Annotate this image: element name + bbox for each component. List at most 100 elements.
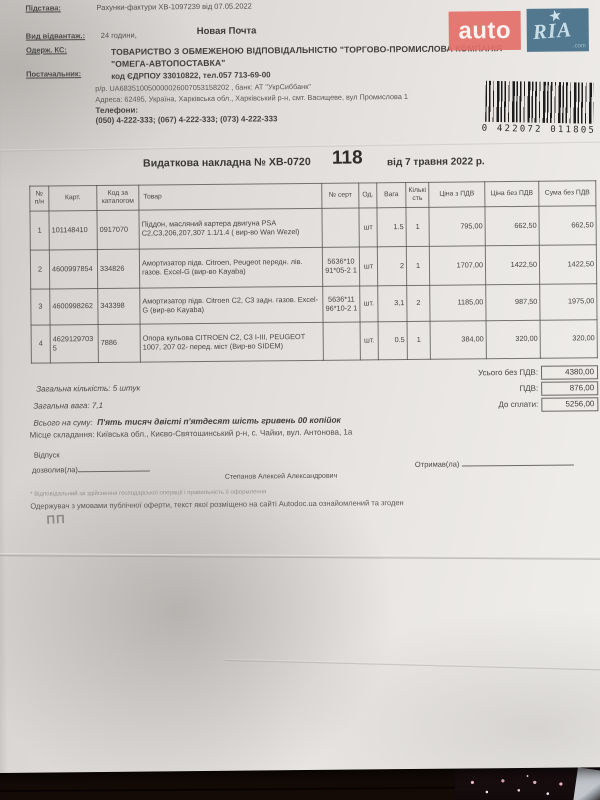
- cell-kart: 101148410: [48, 210, 98, 250]
- vat-value: 876,00: [541, 381, 599, 396]
- cell-product: Амортизатор підв. Citroen C2, C3 задн. г…: [139, 286, 324, 325]
- cell-index: 1: [29, 210, 50, 251]
- address-line: Адреса: 62495, Україна, Харківська обл.,…: [95, 92, 409, 105]
- cell-weight: 0.5: [378, 321, 408, 360]
- cell-weight: 2: [377, 246, 407, 286]
- phones-line: (050) 4-222-333; (067) 4-222-333; (073) …: [95, 114, 278, 126]
- cell-unit: шт.: [360, 321, 379, 360]
- cell-price-novat: 987,50: [485, 284, 541, 321]
- col-header-price-vat: Ціна з ПДВ: [428, 181, 485, 208]
- cell-unit: шт: [358, 207, 378, 247]
- basis-label: Підстава:: [25, 3, 61, 13]
- cell-price-vat: 795,00: [428, 206, 486, 247]
- cell-sert: 5636*10 91*05-2 1: [322, 246, 360, 287]
- invoice-content: Підстава: Рахунки-фактури ХВ-1097239 від…: [25, 1, 599, 527]
- cell-price-vat: 1185,00: [429, 284, 487, 322]
- cell-weight: 3,1: [377, 285, 408, 322]
- amount-due-label: До сплати:: [498, 399, 539, 410]
- col-header-weight: Вага: [376, 182, 406, 208]
- received-label: Отримав(ла): [415, 456, 574, 469]
- release-signature-line: [77, 462, 150, 473]
- shipment-type-label: Вид відвантаж.:: [25, 31, 86, 41]
- col-header-sum-novat: Сума без ПДВ: [538, 180, 596, 207]
- cell-weight: 1.5: [376, 207, 407, 247]
- amount-in-words-value: П'ять тисяч двісті п'ятдесят шість гриве…: [97, 414, 341, 428]
- release-label-line2: дозволив(ла): [31, 462, 150, 475]
- cell-sum-novat: 1422,50: [539, 244, 597, 285]
- table-row: 2 4600997854 334826 Амортизатор підв. Ci…: [30, 244, 597, 290]
- cell-qty: 1: [407, 321, 431, 360]
- floor-corner-object: [572, 767, 600, 800]
- cell-index: 4: [31, 324, 51, 364]
- receiver-label: Одерж. КС:: [25, 45, 67, 55]
- ria-dotcom-text: .com: [572, 43, 586, 50]
- document-title: Видаткова накладна № ХВ-0720: [142, 155, 311, 170]
- company-name-line2: "ОМЕГА-АВТОПОСТАВКА": [111, 57, 226, 69]
- basis-value: Рахунки-фактури ХВ-1097239 від 07.05.202…: [96, 1, 252, 13]
- table-row: 3 4600998262 343398 Амортизатор підв. Ci…: [30, 283, 598, 326]
- col-header-catalog: Код за каталогом: [96, 185, 139, 211]
- cell-product: Опора кульова CITROEN C2, C3 I-III, PEUG…: [140, 322, 324, 363]
- table-row: 4 46291297035 7886 Опора кульова CITROEN…: [31, 319, 598, 364]
- col-header-qty: Кількість: [405, 182, 429, 208]
- cell-price-novat: 662,50: [484, 206, 540, 246]
- release-label-line1: Відпуск: [33, 450, 60, 460]
- cell-sum-novat: 662,50: [538, 205, 597, 246]
- cell-kart: 46291297035: [50, 324, 99, 363]
- cell-kart: 4600998262: [49, 288, 99, 325]
- col-header-index: № п/н: [29, 185, 49, 212]
- subtotal-value: 4380,00: [540, 365, 599, 380]
- responsibility-footnote: * Відповідальний за здійснення господарс…: [30, 489, 267, 498]
- cell-sum-novat: 320,00: [540, 319, 598, 359]
- total-weight-line: Загальна вага: 7,1: [33, 400, 104, 411]
- cell-catalog: 334826: [97, 249, 140, 289]
- cell-kart: 4600997854: [49, 249, 98, 289]
- cell-catalog: 343398: [97, 288, 141, 325]
- col-header-product: Товар: [138, 183, 322, 211]
- autoria-logo-auto: auto: [448, 10, 521, 51]
- cell-index: 2: [30, 249, 50, 290]
- barcode-digits: 0 422072 011805: [481, 123, 597, 136]
- invoice-paper: Підстава: Рахунки-фактури ХВ-1097239 від…: [0, 0, 600, 774]
- release-permitted-label: дозволив(ла): [31, 465, 78, 475]
- subtotal-label: Усього без ПДВ:: [478, 367, 539, 378]
- goods-table: № п/н Карт. Код за каталогом Товар № сер…: [29, 180, 598, 364]
- document-date: від 7 травня 2022 р.: [386, 156, 485, 169]
- supplier-label: Постачальник:: [26, 69, 82, 79]
- cell-catalog: 0917070: [96, 210, 140, 250]
- handwritten-mark: ПП: [46, 511, 66, 527]
- bank-line: р/р. UA683510050000026007053158202 , бан…: [95, 81, 311, 94]
- cell-qty: 1: [406, 246, 430, 286]
- document-number-stamp: 118: [331, 147, 363, 169]
- edrpou-line: код ЄДРПОУ 33010822, тел.057 713-69-00: [111, 70, 271, 81]
- cell-sum-novat: 1975,00: [539, 283, 598, 321]
- ria-logo-text: RIA: [531, 17, 573, 45]
- cell-qty: 1: [405, 207, 430, 247]
- total-quantity-line: Загальна кількість: 5 штук: [36, 383, 141, 394]
- cell-index: 3: [30, 288, 51, 326]
- autoria-logo-ria: ★ RIA .com: [526, 8, 589, 52]
- cell-sert: [323, 321, 361, 361]
- cell-sert: 5636*11 96*10-2 1: [322, 285, 361, 323]
- public-offer-footnote: Одержувач з умовами публічної оферти, те…: [30, 498, 404, 511]
- cell-sert: [321, 207, 360, 248]
- cell-qty: 2: [406, 285, 431, 322]
- cell-price-novat: 1422,50: [485, 245, 540, 285]
- vat-label: ПДВ:: [519, 383, 539, 393]
- col-header-sert: № серт: [321, 182, 359, 209]
- cell-product: Амортизатор підв. Citroen, Peugeot перед…: [139, 247, 323, 289]
- cell-unit: шт: [359, 246, 378, 286]
- table-row: 1 101148410 0917070 Піддон, масляний кар…: [29, 205, 597, 251]
- shipment-type-value: 24 години,: [100, 30, 137, 40]
- carrier-name: Новая Почта: [196, 25, 257, 38]
- amount-in-words-label: Всього на суму:: [33, 418, 93, 428]
- cell-unit: шт.: [359, 285, 379, 322]
- cell-product: Піддон, масляний картера двигуна PSA C2,…: [138, 208, 323, 250]
- cell-price-vat: 384,00: [430, 320, 487, 360]
- company-name-line1: ТОВАРИСТВО З ОБМЕЖЕНОЮ ВІДПОВІДАЛЬНІСТЮ …: [110, 43, 503, 57]
- col-header-unit: Од.: [358, 182, 377, 208]
- release-person-name: Степанов Алексей Александрович: [224, 472, 338, 481]
- cell-price-novat: 320,00: [486, 320, 541, 359]
- col-header-kart: Карт.: [48, 185, 97, 211]
